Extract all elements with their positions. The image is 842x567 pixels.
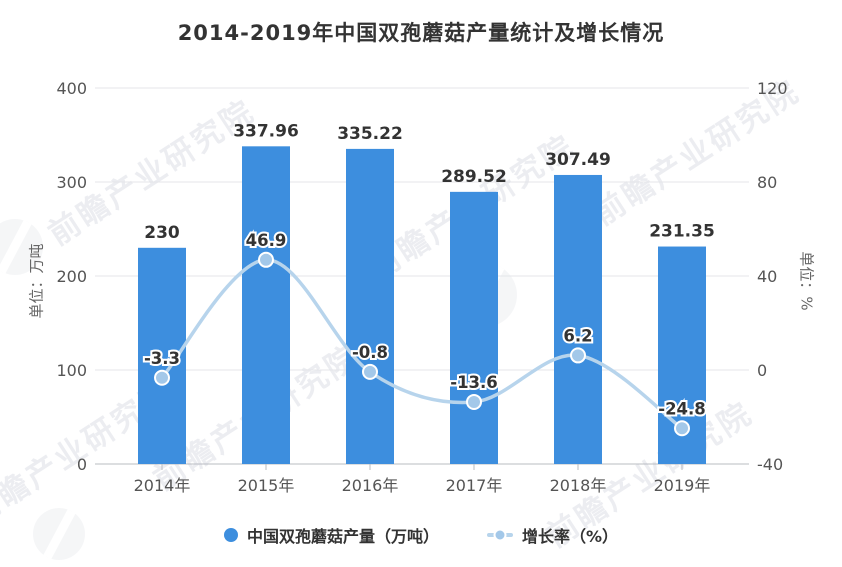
bar-value-label: 230	[144, 223, 180, 243]
right-axis-tick-label: 120	[757, 79, 788, 98]
bar-value-label: 231.35	[649, 222, 715, 242]
x-axis-label: 2016年	[342, 476, 399, 495]
left-axis-tick-label: 200	[56, 267, 87, 286]
x-axis-label: 2019年	[654, 476, 711, 495]
bar-2016年	[346, 148, 394, 465]
line-point-2016年	[362, 363, 378, 380]
line-point-label: 6.2	[563, 326, 592, 345]
chart-title: 2014-2019年中国双孢蘑菇产量统计及增长情况	[177, 21, 665, 45]
left-axis-tick-label: 400	[56, 79, 87, 98]
left-axis-tick-label: 0	[77, 455, 87, 474]
right-axis-tick-label: 40	[757, 267, 777, 286]
legend-label-growth-rate: 增长率（%）	[521, 527, 619, 546]
line-point-label: -0.8	[352, 343, 388, 362]
line-point-label: -13.6	[450, 373, 498, 392]
bar-value-label: 289.52	[441, 167, 507, 187]
line-point-label: -24.8	[658, 399, 706, 418]
legend-bar-marker-icon	[223, 528, 238, 542]
right-axis-tick-label: 80	[757, 173, 777, 192]
x-axis-label: 2014年	[134, 476, 191, 495]
legend-line-marker-icon	[486, 528, 513, 542]
bar-value-label: 307.49	[545, 150, 611, 170]
bar-2017年	[450, 191, 498, 464]
bar-value-label: 335.22	[337, 124, 403, 144]
growth-rate-line	[160, 258, 684, 431]
line-point-2019年	[674, 420, 690, 437]
line-point-2014年	[154, 369, 170, 386]
bar-2015年	[242, 146, 290, 464]
bar-2018年	[554, 174, 602, 464]
line-point-2018年	[570, 347, 586, 364]
line-point-label: -3.3	[144, 349, 180, 368]
legend-item-growth-rate[interactable]: 增长率（%）	[486, 523, 619, 547]
legend-item-production[interactable]: 中国双孢蘑菇产量（万吨）	[223, 523, 439, 547]
x-axis-label: 2017年	[446, 476, 503, 495]
line-point-2015年	[258, 251, 274, 268]
right-axis-tick-label: 0	[757, 361, 767, 380]
legend-line-dot-icon	[493, 528, 507, 542]
line-point-label: 46.9	[246, 231, 287, 250]
left-axis-tick-label: 300	[56, 173, 87, 192]
right-axis-title: 单位：%	[797, 251, 816, 311]
legend: 中国双孢蘑菇产量（万吨） 增长率（%）	[0, 523, 842, 547]
line-point-2017年	[466, 393, 482, 410]
x-axis-label: 2018年	[550, 476, 607, 495]
left-axis-tick-label: 100	[56, 361, 87, 380]
x-axis-label: 2015年	[238, 476, 295, 495]
legend-label-production: 中国双孢蘑菇产量（万吨）	[246, 527, 439, 546]
left-axis-title: 单位：万吨	[27, 243, 46, 319]
right-axis-tick-label: -40	[757, 455, 783, 474]
bar-value-label: 337.96	[233, 121, 299, 141]
